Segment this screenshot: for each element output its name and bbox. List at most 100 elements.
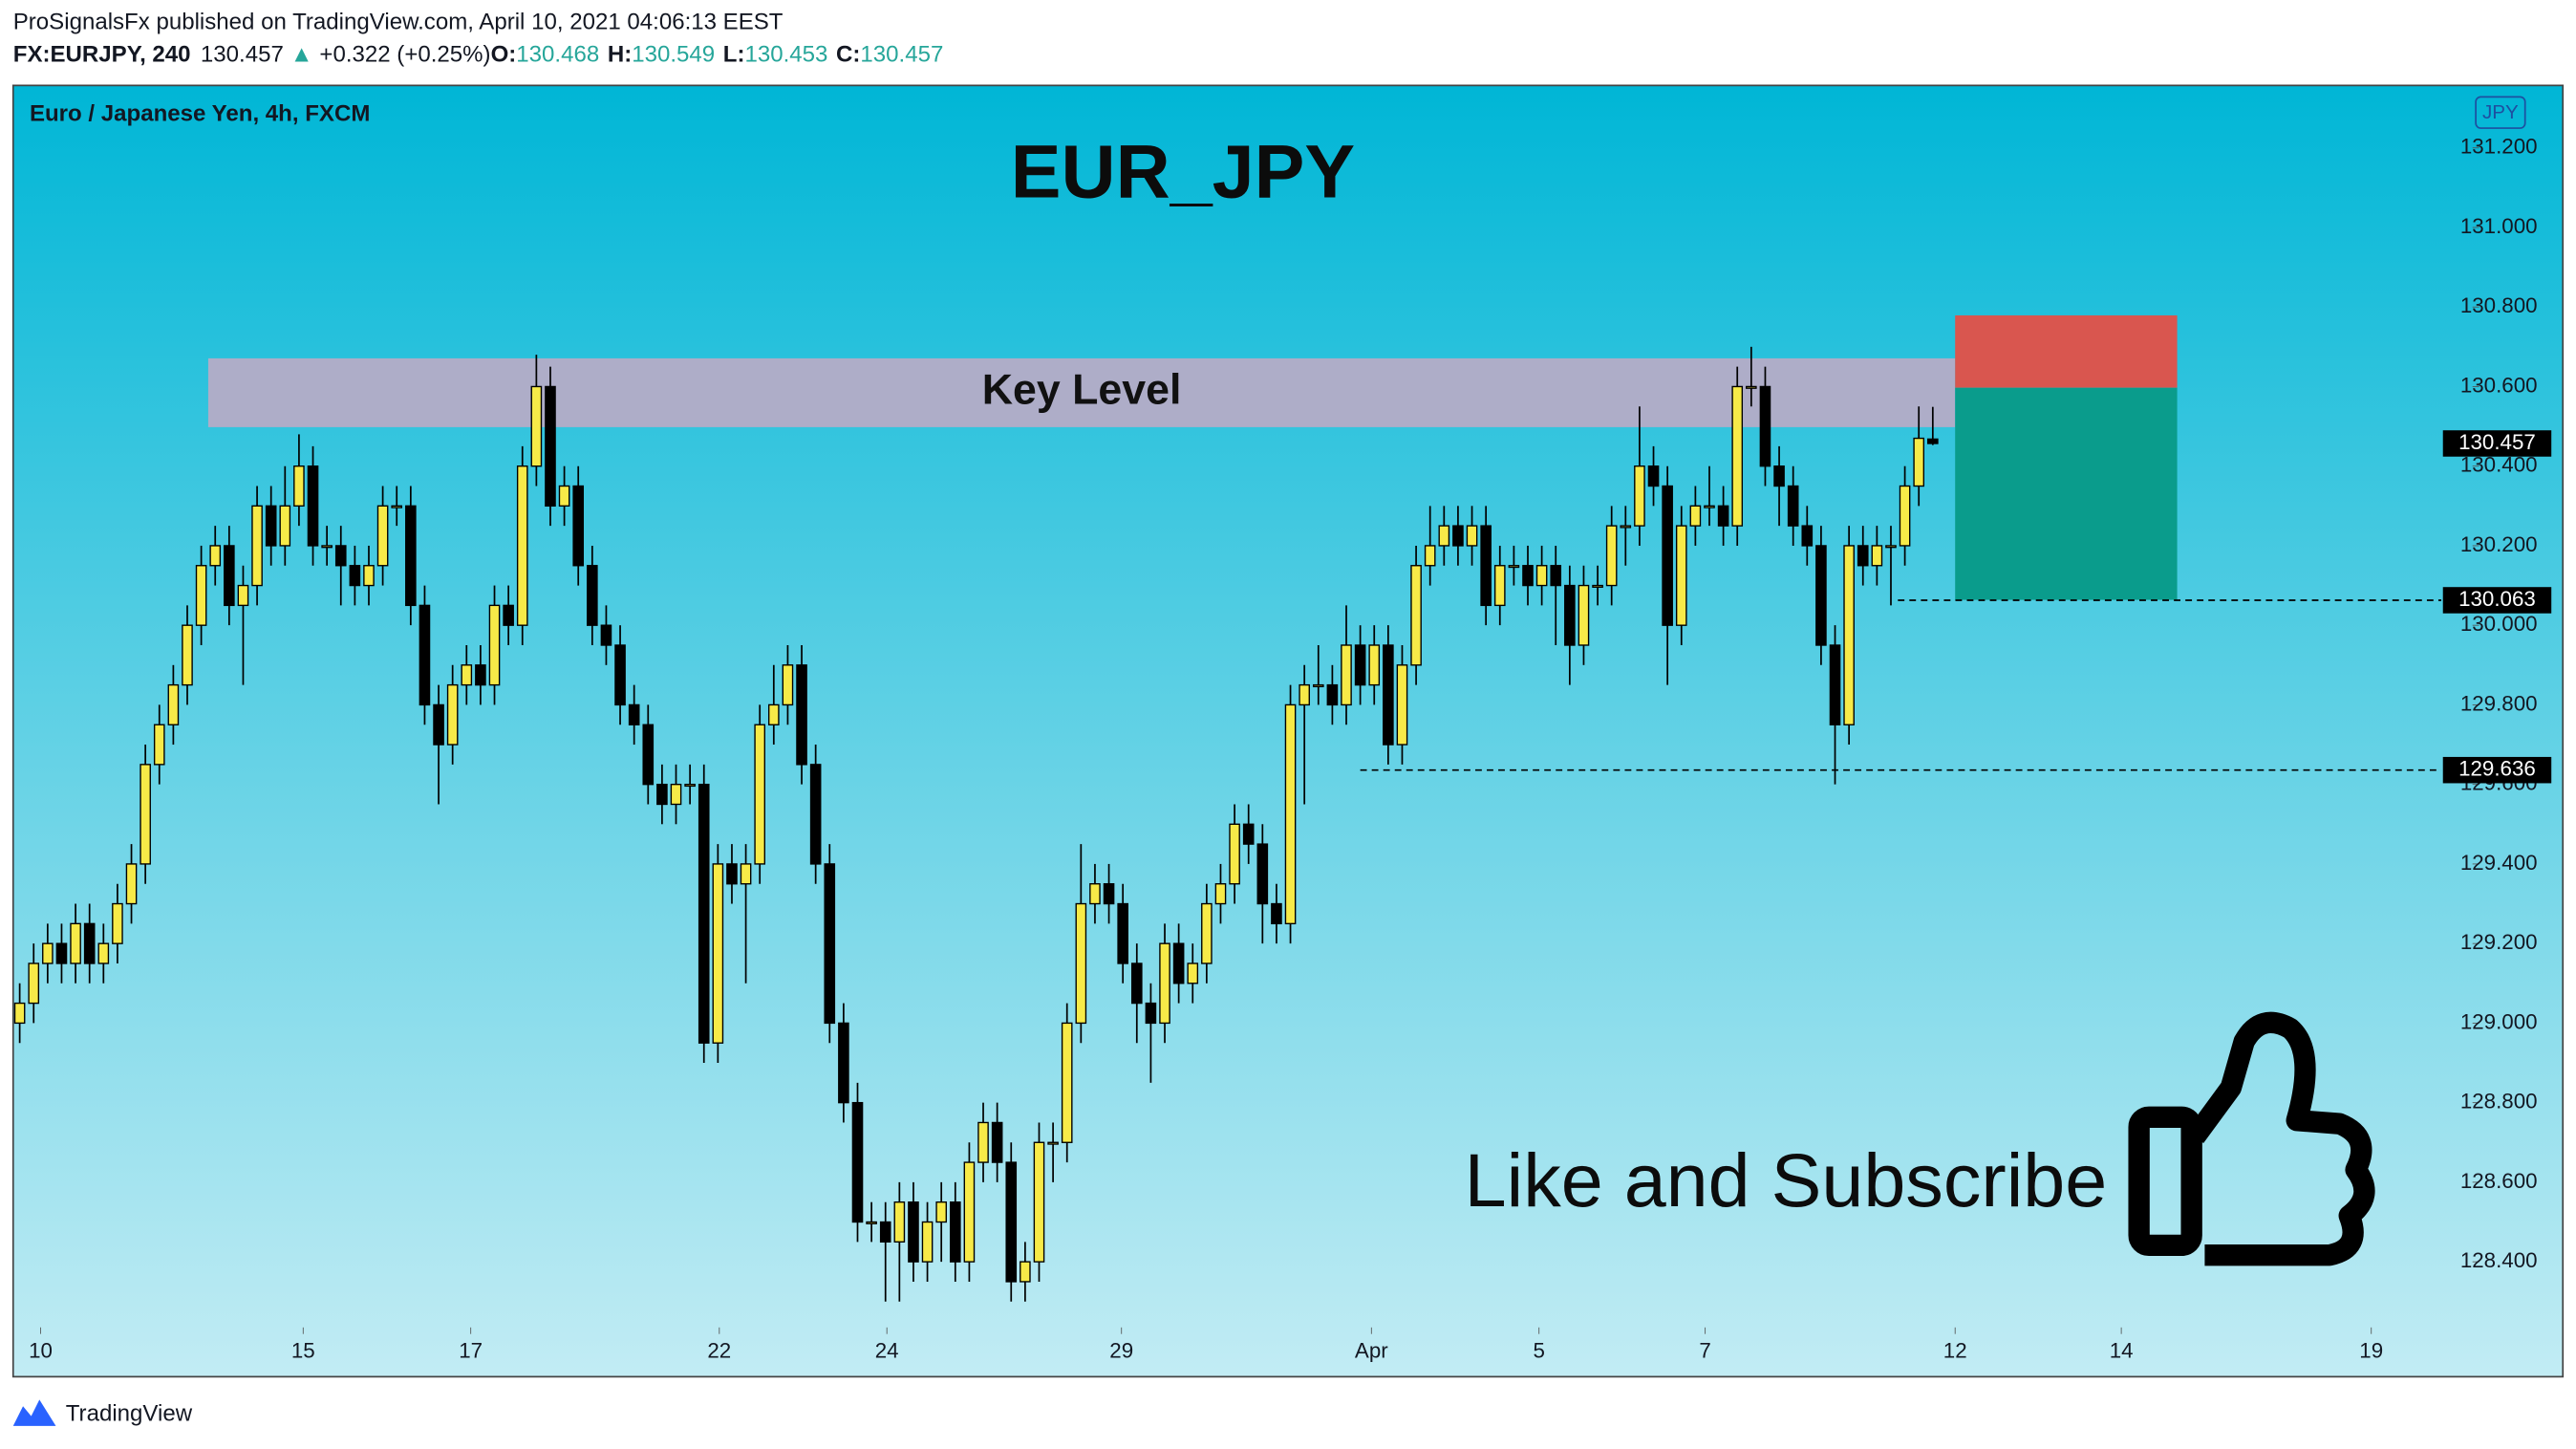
candle-body	[1927, 438, 1939, 444]
candle-body	[740, 863, 752, 885]
candle-body	[1145, 1002, 1157, 1025]
candle-body	[279, 505, 291, 547]
candle-body	[1480, 525, 1492, 607]
candle-body	[1689, 505, 1702, 527]
last-price-label: 130.457	[2458, 430, 2536, 454]
currency-badge	[2475, 96, 2526, 129]
stop-zone	[1955, 314, 2178, 388]
price-line-label: 130.063	[2458, 587, 2536, 611]
y-tick-label: 130.000	[2460, 612, 2538, 636]
annotation-title: EUR_JPY	[1011, 129, 1355, 214]
candle-body	[1229, 823, 1240, 885]
candle-body	[251, 505, 263, 587]
x-tick-label: 22	[707, 1338, 731, 1362]
key-level-zone	[207, 357, 1956, 427]
candle-body	[363, 565, 375, 587]
candle-body	[991, 1121, 1003, 1163]
candle-body	[1130, 962, 1143, 1005]
ohlc-value: 130.549	[632, 42, 715, 68]
candle-body	[530, 385, 543, 467]
key-level-label: Key Level	[982, 367, 1182, 414]
candle-body	[1522, 565, 1534, 587]
candle-body	[140, 764, 151, 865]
candle-body	[112, 902, 123, 944]
x-tick-label: 17	[459, 1338, 483, 1362]
ohlc-value: 130.468	[516, 42, 599, 68]
candle-body	[1773, 465, 1785, 487]
ohlc-key: L:	[723, 42, 745, 68]
candle-body	[1871, 545, 1883, 567]
candle-body	[545, 385, 556, 508]
candle-body	[1605, 525, 1618, 587]
x-tick-label: 29	[1109, 1338, 1133, 1362]
candle-body	[1341, 644, 1352, 706]
candle-body	[768, 703, 780, 725]
candle-body	[70, 922, 81, 964]
candle-body	[796, 664, 807, 766]
currency-label: JPY	[2482, 101, 2519, 123]
y-tick-label: 130.600	[2460, 373, 2538, 397]
y-tick-label: 128.400	[2460, 1248, 2538, 1272]
y-tick-label: 130.800	[2460, 293, 2538, 317]
candle-body	[600, 624, 612, 646]
price: 130.457	[201, 42, 284, 68]
candle-body	[824, 863, 836, 1025]
candle-body	[558, 485, 570, 508]
candle-body	[893, 1201, 906, 1244]
candle-body	[1787, 485, 1799, 527]
candle-body	[475, 664, 486, 686]
candle-body	[963, 1161, 976, 1263]
y-tick-label: 130.200	[2460, 532, 2538, 556]
ohlc-key: H:	[608, 42, 632, 68]
price-line-tag	[2442, 587, 2552, 614]
y-tick-label: 129.000	[2460, 1009, 2538, 1033]
candle-body	[1214, 883, 1227, 905]
plot-area: Key Level	[13, 314, 2178, 1302]
ohlc-key: O:	[491, 42, 517, 68]
annotation-subscribe: Like and Subscribe	[1465, 1137, 2108, 1222]
candle-body	[307, 465, 319, 547]
candle-body	[1564, 584, 1576, 646]
candle-body	[376, 505, 389, 567]
candle-body	[1271, 902, 1282, 925]
candle-body	[1466, 525, 1478, 547]
chart-title: Euro / Japanese Yen, 4h, FXCM	[30, 101, 370, 127]
candle-body	[265, 505, 277, 547]
x-tick-label: 19	[2359, 1338, 2383, 1362]
ohlc-value: 130.457	[860, 42, 943, 68]
candle-body	[1662, 485, 1673, 626]
candle-body	[698, 783, 710, 1044]
candle-body	[1704, 505, 1715, 508]
candle-body	[42, 942, 54, 964]
candle-body	[1033, 1141, 1045, 1263]
candle-body	[1634, 465, 1645, 527]
y-tick-label: 129.400	[2460, 851, 2538, 875]
x-tick-label: 10	[29, 1338, 53, 1362]
candle-body	[1550, 565, 1562, 587]
candle-body	[1020, 1261, 1031, 1283]
candle-body	[1383, 644, 1394, 746]
price-line-label: 129.636	[2458, 757, 2536, 781]
candle-body	[321, 545, 333, 549]
candle-body	[879, 1221, 891, 1244]
candle-body	[349, 565, 361, 587]
candle-body	[921, 1221, 934, 1263]
last-price-tag	[2442, 430, 2552, 457]
brand-logo	[12, 1399, 56, 1426]
candle-body	[1815, 545, 1827, 646]
publisher-line: ProSignalsFx published on TradingView.co…	[13, 9, 784, 34]
candle-body	[334, 545, 347, 567]
candle-body	[83, 922, 96, 964]
candle-body	[1452, 525, 1464, 547]
candle-body	[1187, 962, 1199, 984]
candle-body	[1620, 525, 1632, 529]
candle-body	[1201, 902, 1213, 964]
candle-body	[125, 863, 138, 905]
candle-body	[1759, 385, 1771, 467]
candle-body	[1089, 883, 1101, 905]
candle-body	[977, 1121, 989, 1163]
axes: 128.400 128.600 128.800 129.000 129.200 129.4…	[29, 135, 2552, 1362]
candle-body	[1354, 644, 1366, 686]
candle-body	[419, 604, 431, 706]
candle-body	[1885, 545, 1897, 549]
